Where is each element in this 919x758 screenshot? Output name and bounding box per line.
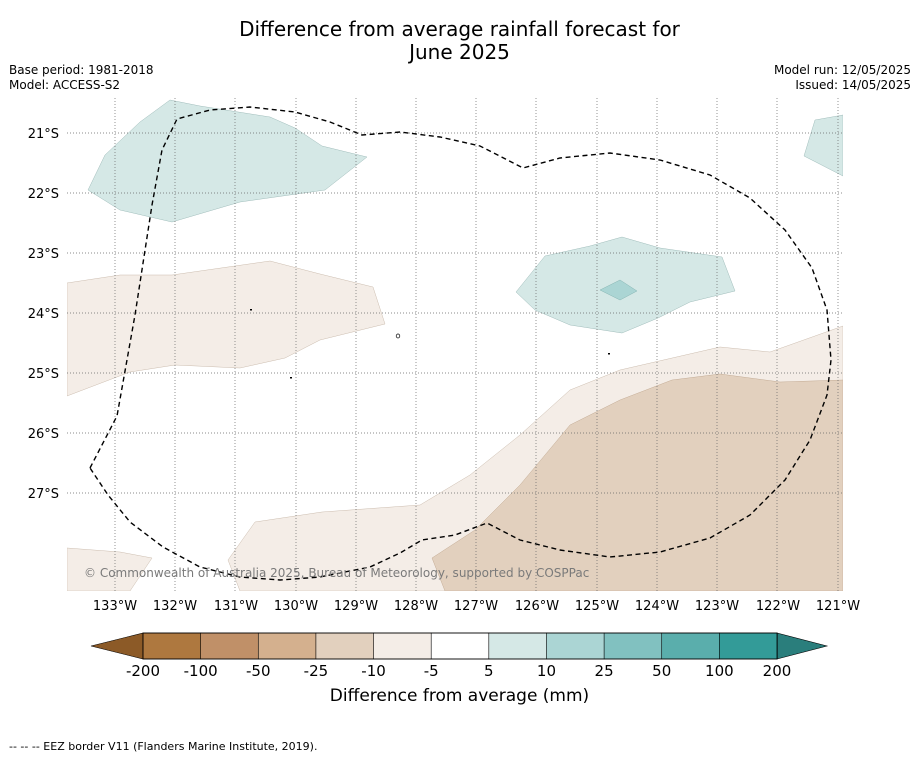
colorbar-segment — [488, 632, 548, 660]
longitude-labels: 133°W 132°W 131°W 130°W 129°W 128°W 127°… — [93, 599, 860, 614]
colorbar-segment — [200, 632, 259, 660]
lon-label: 125°W — [575, 599, 619, 614]
island-marker — [395, 333, 401, 339]
lon-label: 128°W — [394, 599, 438, 614]
lon-label: 131°W — [214, 599, 258, 614]
lon-label: 124°W — [635, 599, 679, 614]
wet-anomaly-north — [87, 99, 368, 223]
lat-label: 21°S — [28, 127, 59, 142]
island-marker — [250, 309, 252, 311]
model-run-text: Model run: 12/05/2025 — [773, 63, 911, 77]
wet-anomaly-northeast — [803, 114, 843, 177]
colorbar-segment — [603, 632, 663, 660]
colorbar-tick-label: 50 — [652, 662, 671, 680]
colorbar-segment — [142, 632, 202, 660]
metadata-right: Model run: 12/05/2025 Issued: 14/05/2025 — [774, 63, 911, 93]
colorbar-tick-label: -200 — [126, 662, 160, 680]
island-marker — [608, 353, 610, 355]
colorbar-frame — [142, 632, 778, 660]
colorbar-segment — [719, 632, 778, 660]
colorbar-tick-label: 5 — [484, 662, 494, 680]
dry-anomaly-west — [67, 260, 386, 397]
lon-label: 121°W — [816, 599, 860, 614]
lat-label: 22°S — [28, 187, 59, 202]
lat-label: 25°S — [28, 367, 59, 382]
wet-anomaly-core — [599, 279, 638, 301]
islands — [250, 309, 610, 379]
lon-label: 127°W — [454, 599, 498, 614]
eez-border — [89, 106, 832, 581]
colorbar-segment — [661, 632, 720, 660]
colorbar-tick-label: 200 — [763, 662, 792, 680]
lat-label: 27°S — [28, 487, 59, 502]
colorbar-segment — [373, 632, 432, 660]
colorbar-segment — [546, 632, 605, 660]
colorbar-high-extend — [776, 632, 829, 660]
gridlines — [67, 98, 843, 591]
issued-text: Issued: 14/05/2025 — [795, 78, 911, 92]
eez-legend-footer: -- -- -- EEZ border V11 (Flanders Marine… — [9, 740, 318, 753]
base-period-text: Base period: 1981-2018 — [9, 63, 154, 77]
map-title: Difference from average rainfall forecas… — [0, 18, 919, 64]
colorbar-tick-label: -10 — [361, 662, 386, 680]
island-marker — [290, 377, 292, 379]
colorbar-segment — [430, 632, 490, 660]
colorbar-tick-label: -50 — [246, 662, 271, 680]
map-area: © Commonwealth of Australia 2025, Bureau… — [67, 98, 843, 591]
lon-label: 129°W — [334, 599, 378, 614]
lat-label: 23°S — [28, 247, 59, 262]
latitude-labels: 21°S 22°S 23°S 24°S 25°S 26°S 27°S — [28, 127, 59, 502]
title-line-2: June 2025 — [409, 40, 510, 64]
lon-label: 133°W — [93, 599, 137, 614]
colorbar-tick-label: 100 — [705, 662, 734, 680]
dry-anomaly-south — [431, 373, 843, 591]
colorbar-title: Difference from average (mm) — [329, 686, 590, 706]
colorbar-tick-label: -25 — [304, 662, 329, 680]
colorbar-segment — [315, 632, 375, 660]
colorbar-tick-label: 25 — [595, 662, 614, 680]
title-line-1: Difference from average rainfall forecas… — [239, 17, 680, 41]
colorbar: -200 -100 -50 -25 -10 -5 5 10 25 50 100 200 — [90, 632, 829, 680]
colorbar-segment — [257, 632, 317, 660]
colorbar-tick-label: -5 — [424, 662, 439, 680]
lat-label: 24°S — [28, 307, 59, 322]
colorbar-tick-label: 10 — [537, 662, 556, 680]
lon-label: 130°W — [274, 599, 318, 614]
metadata-left: Base period: 1981-2018 Model: ACCESS-S2 — [9, 63, 154, 93]
colorbar-tick-label: -100 — [184, 662, 218, 680]
lon-label: 132°W — [153, 599, 197, 614]
lon-label: 126°W — [515, 599, 559, 614]
copyright-text: © Commonwealth of Australia 2025, Bureau… — [84, 566, 589, 580]
dry-anomaly-southwest — [67, 547, 153, 591]
colorbar-low-extend — [90, 632, 144, 660]
lon-label: 123°W — [695, 599, 739, 614]
lat-label: 26°S — [28, 427, 59, 442]
lon-label: 122°W — [756, 599, 800, 614]
model-text: Model: ACCESS-S2 — [9, 78, 121, 92]
